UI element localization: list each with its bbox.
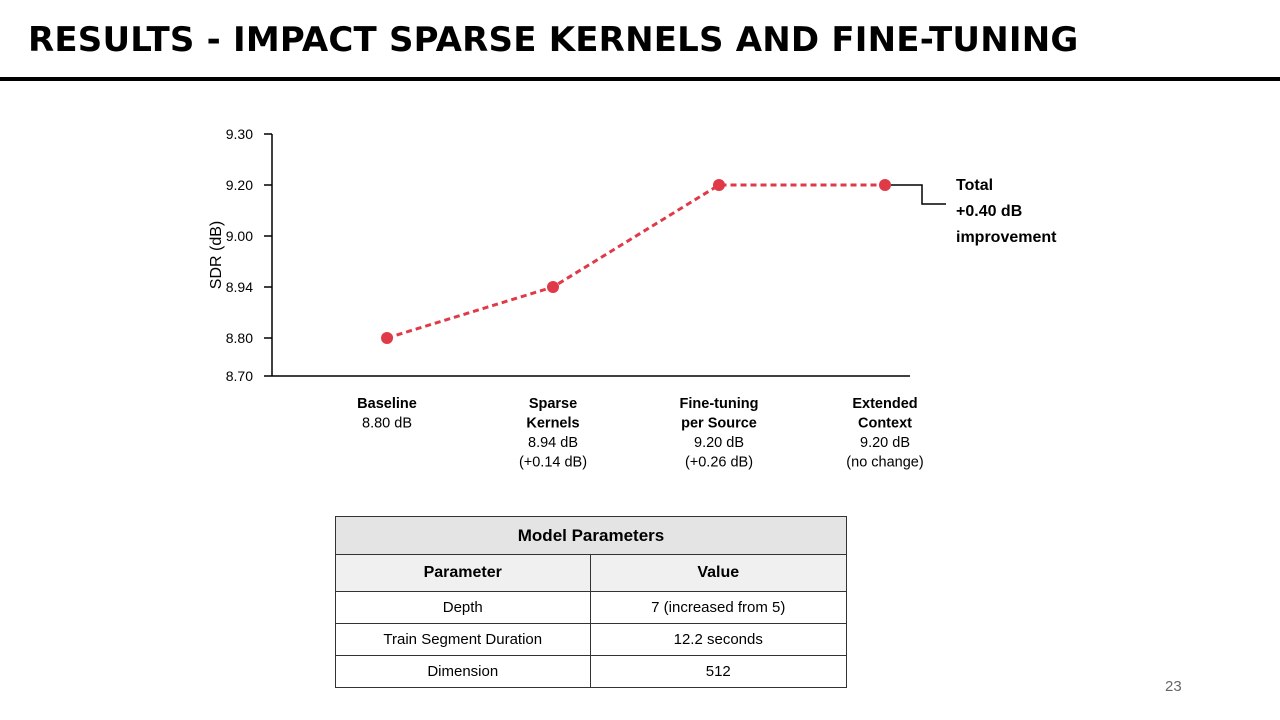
sdr-line-chart: 8.70 8.80 8.94 9.00 9.20 9.30 SDR (dB) Baseli… <box>208 126 1057 471</box>
data-label: (no change) <box>846 455 923 471</box>
y-tick-label: 8.94 <box>226 279 253 295</box>
table-cell: 12.2 seconds <box>589 623 847 656</box>
table-row: Depth 7 (increased from 5) <box>335 591 847 624</box>
data-point <box>381 332 393 344</box>
data-label: 8.94 dB <box>528 435 578 451</box>
table-cell: Dimension <box>335 655 591 688</box>
data-label: 8.80 dB <box>362 416 412 432</box>
category-labels: Baseline 8.80 dB Sparse Kernels 8.94 dB (+0.1… <box>357 396 924 471</box>
annotation-bracket <box>891 184 946 205</box>
y-axis-label: SDR (dB) <box>208 221 225 289</box>
x-category-label: per Source <box>681 416 757 432</box>
data-point <box>547 281 559 293</box>
total-annotation: Total +0.40 dB improvement <box>891 177 1057 246</box>
page-number: 23 <box>1165 678 1182 695</box>
title-rule <box>0 77 1280 81</box>
data-label: 9.20 dB <box>694 435 744 451</box>
table-cell: Train Segment Duration <box>335 623 591 656</box>
column-header-parameter: Parameter <box>335 554 591 592</box>
y-axis: 8.70 8.80 8.94 9.00 9.20 9.30 <box>226 126 273 384</box>
y-tick-label: 9.30 <box>226 126 253 142</box>
data-label: (+0.26 dB) <box>685 455 753 471</box>
model-parameters-table: Model Parameters Parameter Value Depth 7… <box>335 516 847 688</box>
series <box>381 179 891 344</box>
x-category-label: Context <box>858 416 912 432</box>
data-point <box>713 179 725 191</box>
x-category-label: Kernels <box>526 416 579 432</box>
annotation-text: Total <box>956 177 993 194</box>
table-cell: 7 (increased from 5) <box>589 591 847 624</box>
x-category-label: Extended <box>852 396 917 412</box>
data-label: (+0.14 dB) <box>519 455 587 471</box>
x-category-label: Baseline <box>357 396 417 412</box>
table-caption: Model Parameters <box>335 516 847 555</box>
table-cell: 512 <box>589 655 847 688</box>
column-header-value: Value <box>589 554 847 592</box>
x-category-label: Sparse <box>529 396 577 412</box>
y-tick-label: 8.70 <box>226 368 253 384</box>
slide-title: RESULTS - IMPACT SPARSE KERNELS AND FINE… <box>28 20 1079 60</box>
y-tick-label: 9.00 <box>226 228 253 244</box>
y-tick-label: 8.80 <box>226 330 253 346</box>
annotation-text: improvement <box>956 229 1057 246</box>
series-line <box>386 183 885 340</box>
table-cell: Depth <box>335 591 591 624</box>
annotation-text: +0.40 dB <box>956 203 1022 220</box>
table-row: Dimension 512 <box>335 655 847 688</box>
y-tick-label: 9.20 <box>226 177 253 193</box>
data-point <box>879 179 891 191</box>
table-row: Train Segment Duration 12.2 seconds <box>335 623 847 656</box>
data-label: 9.20 dB <box>860 435 910 451</box>
x-category-label: Fine-tuning <box>680 396 759 412</box>
